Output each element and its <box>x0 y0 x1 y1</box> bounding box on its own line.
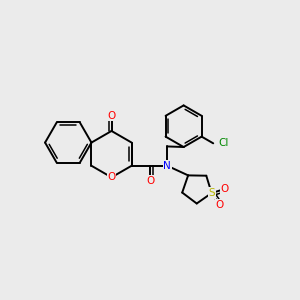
Text: O: O <box>146 176 154 186</box>
Text: S: S <box>208 188 215 198</box>
Text: O: O <box>215 200 224 210</box>
Text: Cl: Cl <box>219 138 229 148</box>
Text: N: N <box>164 161 171 171</box>
Text: O: O <box>107 110 116 121</box>
Text: O: O <box>107 172 116 182</box>
Text: O: O <box>221 184 229 194</box>
